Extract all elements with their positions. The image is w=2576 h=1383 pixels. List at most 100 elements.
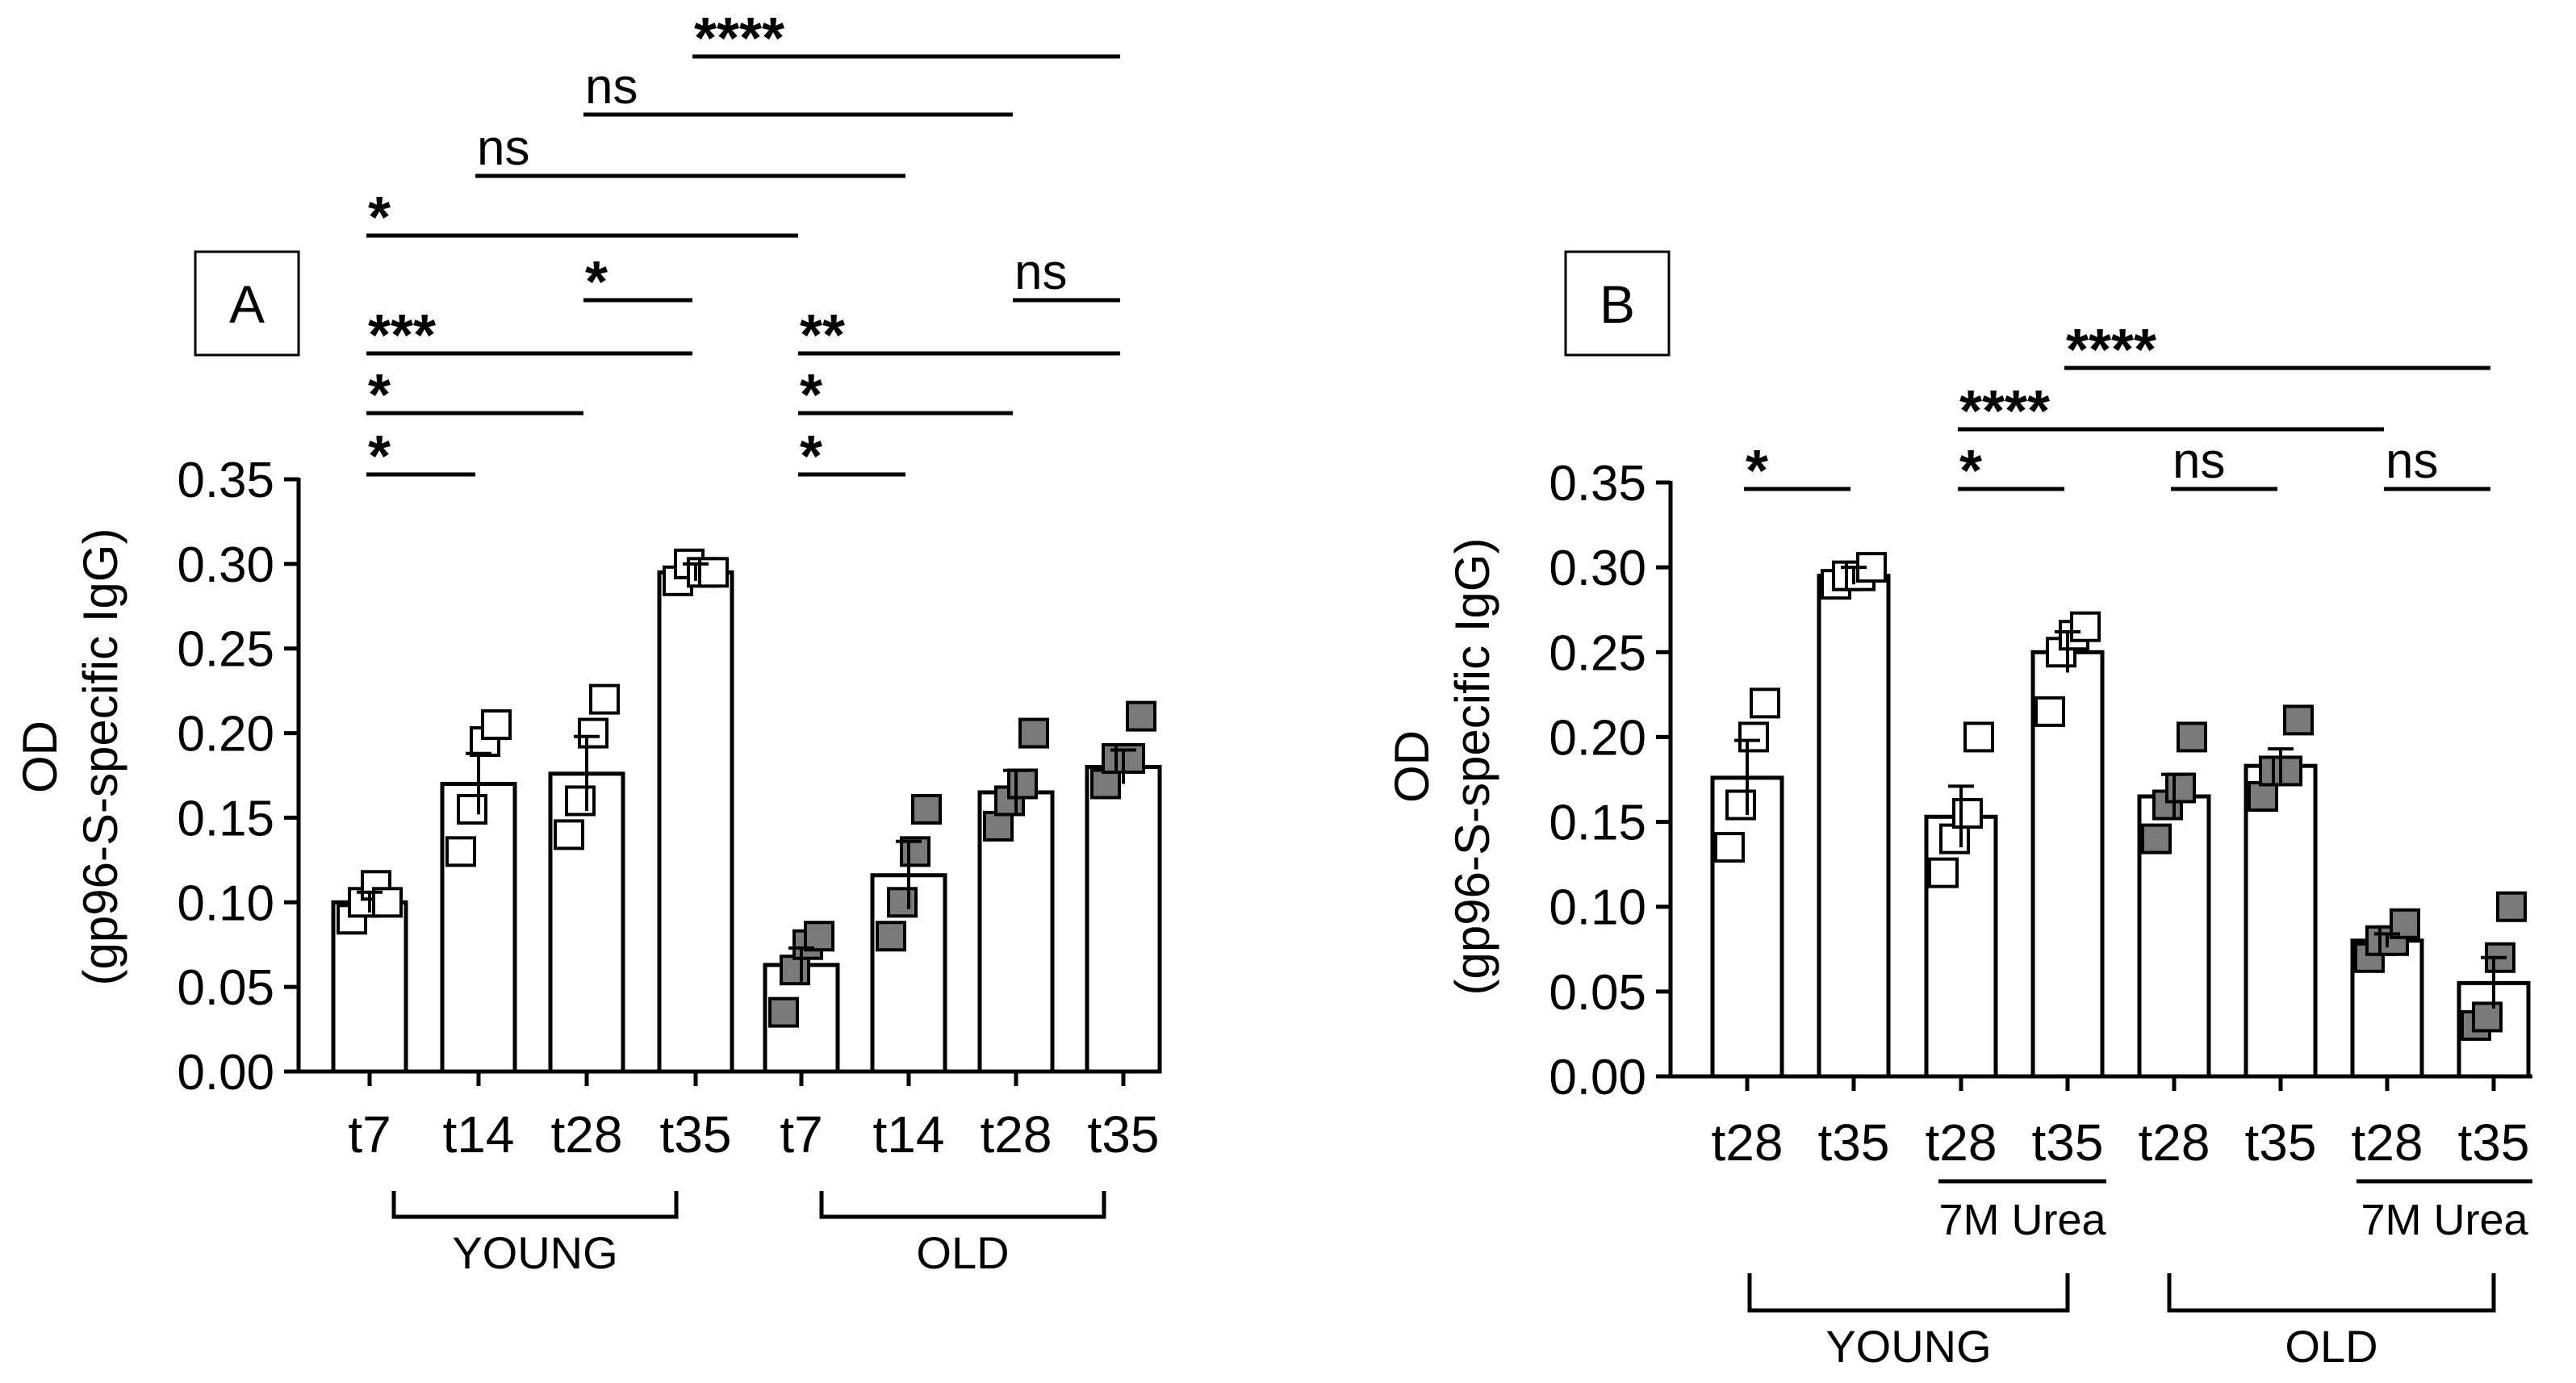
panel-b-data-point xyxy=(1856,552,1887,583)
panel-b-group-label: OLD xyxy=(2285,1321,2377,1372)
panel-a-x-tick-label: t35 xyxy=(1088,1105,1160,1164)
panel-b-y-tick-label: 0.20 xyxy=(1549,710,1646,766)
panel-b-significance-label: **** xyxy=(1959,379,2050,444)
panel-b-urea-label: 7M Urea xyxy=(1938,1196,2106,1244)
panel-a-bar xyxy=(548,771,625,1074)
panel-a-x-tick-label: t7 xyxy=(348,1105,391,1164)
panel-a-group-label: YOUNG xyxy=(452,1227,617,1278)
panel-b: B OD (gp96-S-specific IgG) 0.00 0.05 0.10 0… xyxy=(1385,250,2532,1372)
panel-a-group-bracket xyxy=(819,1191,1106,1219)
panel-b-data-point xyxy=(1963,721,1994,753)
panel-a-data-point xyxy=(911,793,942,825)
panel-a-data-point xyxy=(578,717,608,749)
panel-b-x-tick-label: t35 xyxy=(1818,1114,1890,1172)
panel-a-x-tick-label: t14 xyxy=(873,1105,945,1164)
panel-b-y-tick-label: 0.10 xyxy=(1549,880,1646,936)
panel-a-y-tick-label: 0.00 xyxy=(177,1045,274,1101)
panel-b-y-tick-label: 0.25 xyxy=(1549,625,1646,681)
panel-a-significance-label: *** xyxy=(368,303,436,368)
panel-a-significance-label: * xyxy=(800,363,822,428)
panel-a-data-point xyxy=(1126,700,1156,732)
panel-b-y-axis-title: OD xyxy=(1385,730,1439,803)
panel-a-data-point xyxy=(554,819,584,850)
panel-a-significance-label: ns xyxy=(1014,244,1067,300)
panel-a-data-point xyxy=(876,921,906,952)
panel-b-data-point xyxy=(2070,611,2101,642)
panel-b-group-bracket xyxy=(2167,1273,2496,1313)
panel-a-label: A xyxy=(229,274,265,334)
panel-a-y-tick-label: 0.15 xyxy=(177,791,274,846)
panel-b-data-point xyxy=(2177,721,2207,753)
panel-b-data-point xyxy=(2248,781,2278,813)
panel-a-significance-label: * xyxy=(585,250,608,315)
panel-a-significance-label: ns xyxy=(477,120,529,176)
panel-b-data-point xyxy=(1714,832,1745,863)
panel-a-significance-label: **** xyxy=(694,6,784,71)
panel-b-x-tick-label: t28 xyxy=(2352,1114,2423,1172)
panel-a-significance-label: ** xyxy=(800,303,845,368)
panel-b-y-tick-label: 0.05 xyxy=(1549,965,1646,1021)
panel-b-bar xyxy=(2244,763,2318,1079)
panel-a-data-point xyxy=(1018,717,1049,749)
panel-a-data-point xyxy=(481,709,512,741)
panel-a-y-axis-subtitle: (gp96-S-specific IgG) xyxy=(73,529,128,986)
panel-b-y-tick-label: 0.30 xyxy=(1549,541,1646,596)
panel-b-data-point xyxy=(2496,891,2527,922)
panel-b-significance-label: ns xyxy=(2386,433,2438,489)
panel-a-data-point xyxy=(1090,768,1121,800)
panel-a-data-point xyxy=(445,836,476,867)
panel-a: A OD (gp96-S-specific IgG) 0.00 0.05 0.10 0… xyxy=(13,6,1162,1278)
panel-a-label-box xyxy=(194,250,300,357)
panel-a-significance-label: * xyxy=(368,186,391,250)
panel-a-x-tick-label: t28 xyxy=(551,1105,623,1164)
panel-a-y-tick-label: 0.35 xyxy=(177,453,274,508)
panel-b-label: B xyxy=(1600,274,1635,334)
panel-a-data-point xyxy=(887,887,918,918)
panel-b-data-point xyxy=(1725,789,1756,821)
panel-a-x-tick-label: t7 xyxy=(780,1105,822,1164)
panel-b-data-point xyxy=(1738,721,1769,753)
panel-a-data-point xyxy=(768,997,799,1028)
panel-b-x-tick-label: t28 xyxy=(2139,1114,2210,1172)
panel-b-x-tick-label: t28 xyxy=(1926,1114,1997,1172)
panel-b-data-point xyxy=(2283,704,2314,736)
panel-b-urea-label: 7M Urea xyxy=(2361,1196,2528,1244)
panel-b-bar xyxy=(1710,775,1784,1079)
panel-a-x-tick-label: t14 xyxy=(443,1105,515,1164)
panel-b-bar xyxy=(1817,574,1891,1079)
panel-a-y-tick-label: 0.25 xyxy=(177,622,274,678)
panel-a-y-tick-label: 0.10 xyxy=(177,875,274,931)
panel-a-x-tick-label: t35 xyxy=(660,1105,732,1164)
panel-a-bar xyxy=(1085,765,1162,1074)
panel-a-bar xyxy=(657,570,734,1074)
panel-a-data-point xyxy=(1007,768,1038,800)
panel-b-data-point xyxy=(1928,857,1959,888)
panel-a-significance-label: * xyxy=(368,363,391,428)
panel-a-significance-label: * xyxy=(800,424,822,489)
panel-b-y-tick-label: 0.00 xyxy=(1549,1050,1646,1105)
panel-b-data-point xyxy=(1939,823,1970,854)
panel-b-y-tick-label: 0.35 xyxy=(1549,456,1646,512)
panel-b-y-axis-subtitle: (gp96-S-specific IgG) xyxy=(1445,538,1499,996)
panel-b-y-tick-label: 0.15 xyxy=(1549,796,1646,851)
panel-a-significance-label: * xyxy=(368,424,391,489)
panel-b-data-point xyxy=(2272,755,2302,787)
panel-b-x-tick-label: t28 xyxy=(1712,1114,1784,1172)
panel-a-x-tick-label: t28 xyxy=(981,1105,1052,1164)
panel-b-significance-label: **** xyxy=(2066,318,2156,382)
panel-a-bar xyxy=(870,873,947,1074)
panel-a-y-axis-title: OD xyxy=(13,721,67,793)
panel-a-group-bracket xyxy=(391,1191,679,1219)
panel-b-data-point xyxy=(2034,696,2065,727)
panel-b-data-point xyxy=(2472,1001,2503,1033)
panel-b-significance-label: * xyxy=(1959,439,1982,503)
panel-b-x-tick-label: t35 xyxy=(2458,1114,2530,1172)
panel-a-data-point xyxy=(457,793,487,825)
panel-b-data-point xyxy=(2165,772,2196,804)
panel-a-data-point xyxy=(804,921,834,952)
panel-b-data-point xyxy=(1750,687,1780,719)
panel-a-y-tick-label: 0.05 xyxy=(177,960,274,1016)
panel-b-data-point xyxy=(2141,823,2172,854)
panel-a-data-point xyxy=(565,785,596,817)
